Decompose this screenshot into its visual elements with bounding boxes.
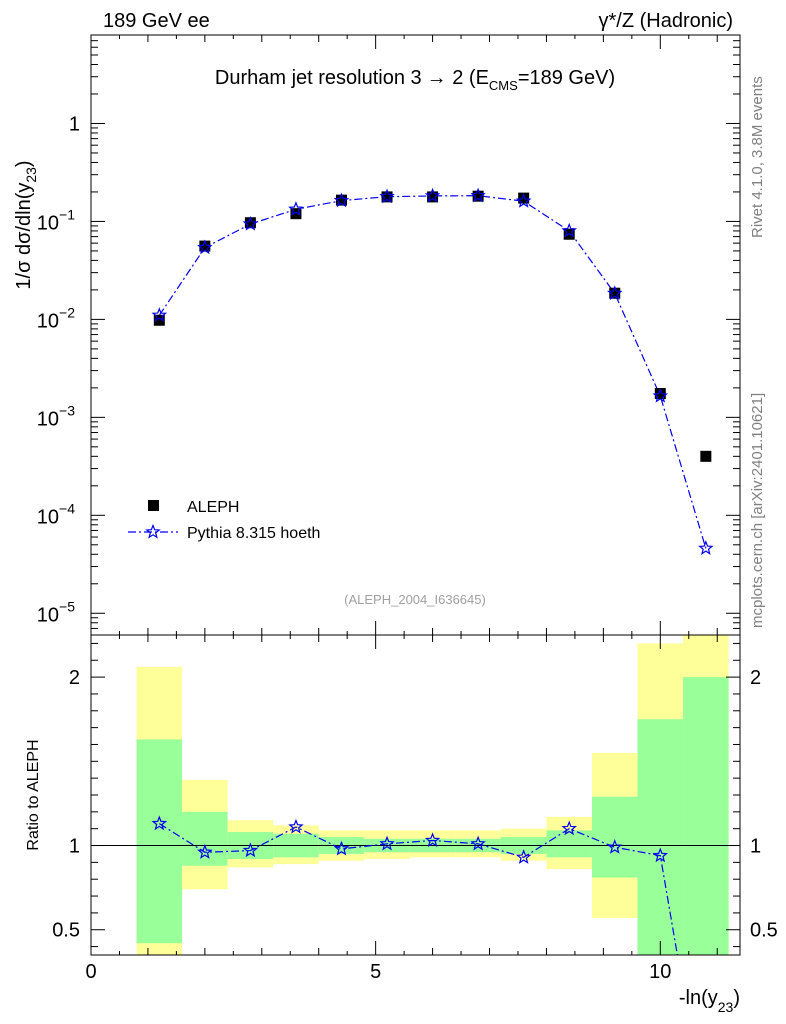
main-y-tick-label: 1	[69, 113, 80, 135]
pythia-point	[288, 201, 304, 216]
ratio-point	[333, 840, 350, 856]
x-axis-label: -ln(y23)	[679, 987, 740, 1015]
aleph-point	[427, 191, 439, 203]
main-y-tick-label: 10−5	[37, 598, 75, 626]
aleph-point	[654, 388, 666, 400]
pythia-point	[515, 193, 532, 208]
ratio-point	[561, 820, 577, 836]
aleph-point	[290, 208, 302, 220]
main-y-tick-label: 10−4	[37, 500, 75, 528]
ratio-point	[151, 815, 168, 831]
pythia-point	[606, 285, 623, 301]
stat-uncertainty-band	[683, 677, 729, 955]
ratio-point	[515, 849, 532, 864]
pythia-point	[333, 192, 350, 208]
pythia-point	[424, 187, 441, 203]
ratio-point	[379, 835, 395, 851]
aleph-point	[381, 191, 393, 203]
main-plot: 10−5 10−4 10−3 10−2 10−1 1 Durham jet resolut…	[13, 34, 741, 636]
aleph-point	[472, 190, 484, 202]
aleph-point	[700, 450, 712, 462]
ratio-y-tick-label-left: 1	[69, 836, 80, 858]
pythia-point	[652, 387, 669, 403]
ratio-y-tick-label-right: 0.5	[750, 920, 778, 942]
ratio-markers	[151, 815, 669, 864]
aleph-point	[199, 240, 211, 252]
main-y-tick-label: 10−1	[37, 206, 75, 234]
pythia-point	[561, 222, 577, 238]
analysis-watermark: (ALEPH_2004_I636645)	[344, 592, 486, 607]
main-y-tick-label: 10−2	[37, 304, 75, 332]
legend-star-marker	[145, 523, 161, 539]
pythia-point	[379, 188, 395, 204]
x-tick-label: 10	[649, 961, 671, 983]
pythia-point	[197, 239, 213, 255]
ratio-y-tick-label-right: 2	[750, 667, 761, 689]
ratio-y-tick-label-right: 1	[750, 836, 761, 858]
legend-pythia-marker	[145, 523, 161, 539]
legend-aleph-marker	[148, 500, 159, 511]
ratio-y-tick-label-left: 2	[69, 667, 80, 689]
main-y-tick-label: 10−3	[37, 402, 75, 430]
ratio-uncertainty-bands	[136, 635, 729, 955]
pythia-point	[698, 540, 714, 555]
stat-uncertainty-band	[637, 719, 684, 955]
stat-uncertainty-band	[546, 830, 592, 858]
ratio-point	[197, 844, 213, 859]
ratio-point	[606, 839, 623, 854]
x-tick-label: 0	[85, 961, 96, 983]
plot-title: Durham jet resolution 3 → 2 (ECMS=189 GeV…	[215, 67, 615, 93]
legend-pythia-label: Pythia 8.315 hoeth	[187, 525, 320, 542]
stat-uncertainty-band	[182, 811, 228, 866]
pythia-point	[470, 187, 486, 203]
header-right: γ*/Z (Hadronic)	[599, 10, 733, 32]
legend: ALEPH Pythia 8.315 hoeth	[128, 499, 320, 542]
pythia-point	[242, 215, 259, 231]
main-axis-ticks	[90, 34, 740, 636]
aleph-point	[335, 194, 347, 206]
ratio-point	[652, 847, 669, 863]
ratio-point	[242, 842, 259, 858]
stat-uncertainty-band	[136, 739, 183, 944]
x-tick-label: 5	[370, 961, 381, 983]
stat-uncertainty-band	[591, 796, 638, 878]
aleph-point	[609, 287, 621, 299]
ratio-series-line	[159, 823, 678, 956]
ratio-point	[470, 835, 486, 851]
pythia-markers	[151, 187, 714, 555]
x-tick-labels: 0 5 10	[85, 961, 671, 983]
legend-aleph-label: ALEPH	[187, 499, 239, 516]
main-y-axis-label: 1/σ dσ/dln(y23)	[13, 160, 39, 289]
main-plot-frame	[90, 34, 741, 636]
ratio-y-tick-label-left: 0.5	[52, 920, 80, 942]
aleph-point	[153, 314, 165, 326]
header-left: 189 GeV ee	[103, 10, 210, 32]
pythia-point	[151, 307, 168, 322]
ratio-axis-ticks	[90, 635, 740, 955]
aleph-point	[244, 217, 256, 229]
main-y-tick-labels: 10−5 10−4 10−3 10−2 10−1 1	[37, 113, 80, 626]
ratio-plot: 0.5 0.5 1 1 2 2 0 5 10 Ratio to ALEPH -ln(y23)	[25, 634, 778, 1015]
ratio-y-tick-labels: 0.5 0.5 1 1 2 2	[52, 667, 778, 942]
pythia-series-line	[158, 195, 707, 549]
ratio-point	[288, 818, 304, 834]
ratio-y-axis-label: Ratio to ALEPH	[25, 739, 42, 850]
rivet-label: Rivet 4.1.0, 3.8M events	[749, 76, 766, 238]
ratio-point	[424, 832, 441, 848]
mcplots-label: mcplots.cern.ch [arXiv:2401.10621]	[749, 393, 766, 628]
aleph-point	[518, 192, 530, 204]
